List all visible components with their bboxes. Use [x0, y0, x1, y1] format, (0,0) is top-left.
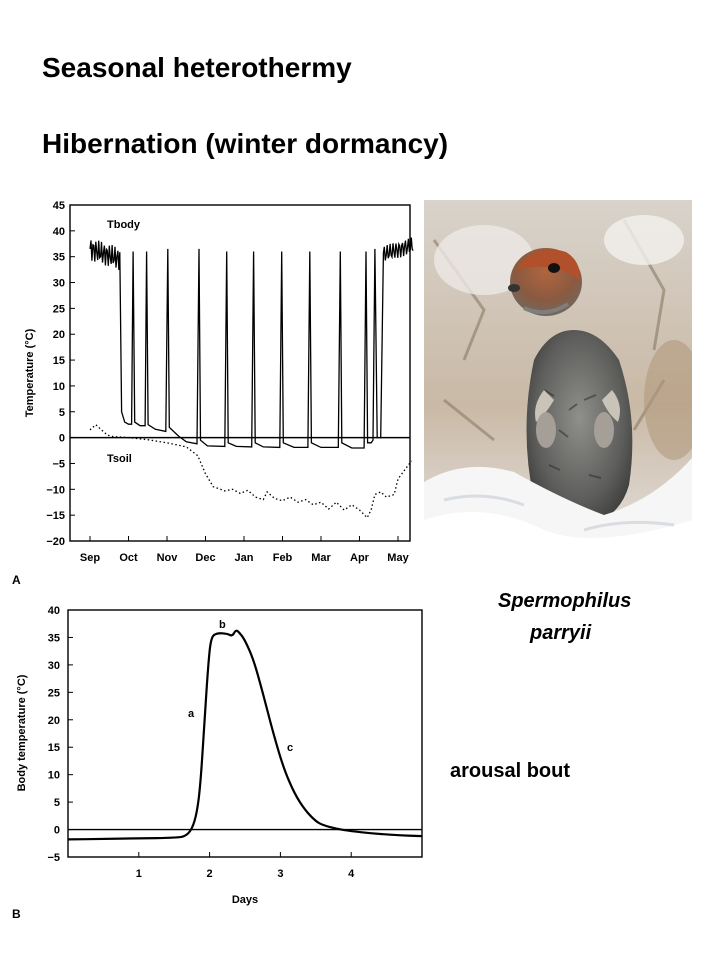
panel-label-a: A — [12, 573, 21, 587]
y-tick-label: 0 — [59, 433, 65, 445]
panel-label-b: B — [12, 907, 21, 921]
y-tick-label: 30 — [48, 660, 60, 672]
chart-b-xlabel: Days — [232, 894, 258, 906]
y-tick-label: 45 — [53, 200, 65, 212]
x-tick-label: 2 — [207, 868, 213, 880]
annotation-tsoil: Tsoil — [107, 453, 132, 465]
y-tick-label: 30 — [53, 278, 65, 290]
series-tsoil-line — [89, 423, 413, 519]
annotation-c: c — [287, 742, 293, 754]
y-tick-label: 20 — [53, 329, 65, 341]
x-tick-label: 4 — [348, 868, 355, 880]
y-tick-label: 5 — [59, 407, 65, 419]
y-tick-label: 15 — [53, 355, 65, 367]
y-tick-label: 20 — [48, 715, 60, 727]
annotation-b: b — [219, 619, 226, 631]
x-tick-label: 1 — [136, 868, 142, 880]
y-tick-label: 40 — [48, 605, 60, 617]
x-tick-label-month: Oct — [119, 552, 138, 564]
annotation-a: a — [188, 708, 195, 720]
y-tick-label: −5 — [47, 852, 60, 864]
chart-a-temperature-year: 45 40 35 30 25 20 15 10 5 0 −5 −10 −15 −20 Sep Oct Nov De… — [12, 200, 414, 587]
chart-a-ylabel: Temperature (°C) — [24, 328, 36, 417]
y-tick-label: −15 — [46, 510, 65, 522]
chart-a-frame — [69, 204, 411, 542]
y-tick-label: 10 — [53, 381, 65, 393]
species-name-epithet: parryii — [530, 622, 592, 644]
x-tick-label-month: Nov — [157, 552, 179, 564]
x-tick-label-month: Mar — [311, 552, 331, 564]
series-body-temperature-line — [67, 629, 423, 841]
series-tbody-line — [89, 237, 414, 449]
arctic-ground-squirrel-photo — [424, 200, 692, 572]
x-tick-label-month: Sep — [80, 552, 100, 564]
y-tick-label: −20 — [46, 536, 65, 548]
x-tick-label-month: Apr — [350, 552, 370, 564]
x-tick-label-month: Dec — [195, 552, 215, 564]
species-name-genus: Spermophilus — [498, 590, 632, 612]
x-tick-label-month: May — [387, 552, 409, 564]
slide-title: Seasonal heterothermy — [42, 52, 352, 83]
x-tick-label-month: Feb — [273, 552, 293, 564]
y-tick-label: −10 — [46, 484, 65, 496]
y-tick-label: 25 — [48, 687, 60, 699]
y-tick-label: 0 — [54, 825, 60, 837]
slide-subtitle: Hibernation (winter dormancy) — [42, 128, 449, 159]
annotation-tbody: Tbody — [107, 219, 141, 231]
y-tick-label: 35 — [53, 252, 65, 264]
y-tick-label: 10 — [48, 770, 60, 782]
y-tick-label: 40 — [53, 226, 65, 238]
x-tick-label-month: Jan — [235, 552, 254, 564]
chart-b-arousal-bout: 40 35 30 25 20 15 10 5 0 −5 1 2 3 4 a b c Body temper… — [12, 605, 423, 921]
chart-b-frame — [67, 609, 423, 858]
x-tick-label: 3 — [277, 868, 283, 880]
arousal-bout-caption: arousal bout — [450, 760, 571, 782]
y-tick-label: 35 — [48, 632, 60, 644]
y-tick-label: 25 — [53, 303, 65, 315]
y-tick-label: −5 — [52, 458, 65, 470]
y-tick-label: 5 — [54, 797, 60, 809]
y-tick-label: 15 — [48, 742, 60, 754]
chart-b-ylabel: Body temperature (°C) — [16, 674, 28, 791]
